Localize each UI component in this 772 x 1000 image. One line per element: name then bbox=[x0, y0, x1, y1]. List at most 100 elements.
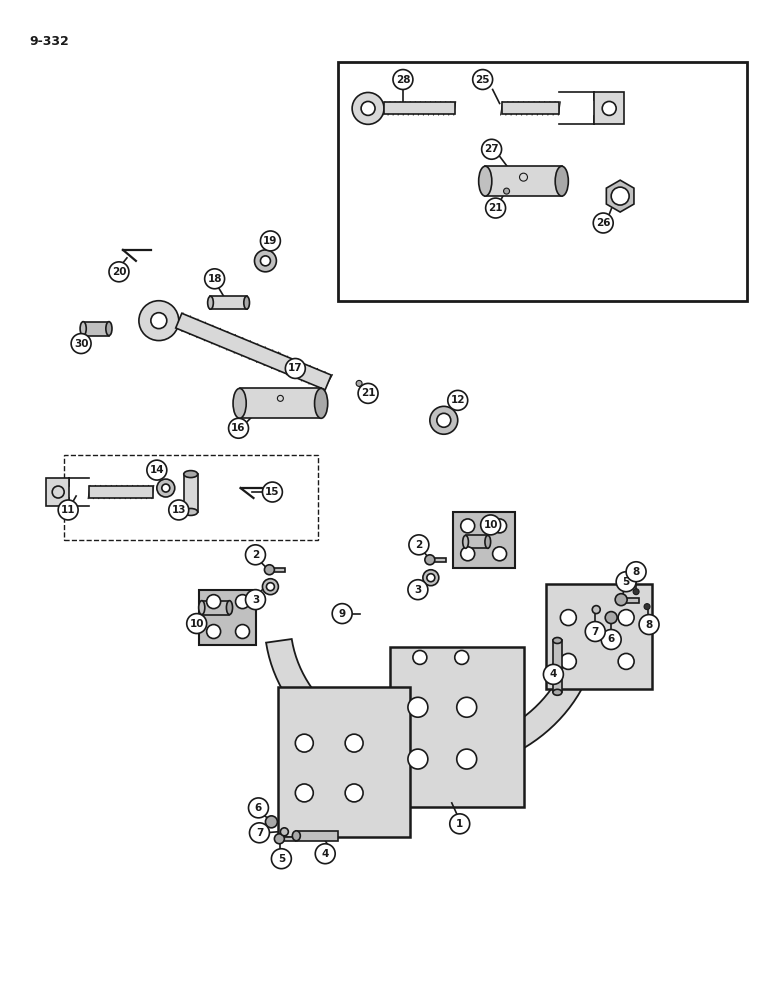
Circle shape bbox=[408, 580, 428, 600]
Circle shape bbox=[345, 734, 363, 752]
Circle shape bbox=[448, 390, 468, 410]
Text: 20: 20 bbox=[112, 267, 126, 277]
Polygon shape bbox=[606, 180, 634, 212]
Circle shape bbox=[481, 515, 500, 535]
Circle shape bbox=[605, 612, 617, 624]
Circle shape bbox=[265, 565, 274, 575]
Text: 15: 15 bbox=[265, 487, 279, 497]
Bar bbox=[211, 296, 246, 309]
Text: 2: 2 bbox=[252, 550, 259, 560]
Circle shape bbox=[147, 460, 167, 480]
Bar bbox=[184, 474, 198, 512]
Text: 30: 30 bbox=[74, 339, 88, 349]
Circle shape bbox=[602, 101, 616, 115]
Ellipse shape bbox=[462, 535, 469, 548]
Text: 19: 19 bbox=[263, 236, 278, 246]
Circle shape bbox=[593, 213, 613, 233]
Circle shape bbox=[207, 595, 221, 609]
Circle shape bbox=[139, 301, 179, 341]
Circle shape bbox=[260, 256, 270, 266]
Circle shape bbox=[315, 844, 335, 864]
Bar bbox=[621, 598, 639, 603]
Circle shape bbox=[437, 413, 451, 427]
Ellipse shape bbox=[479, 166, 492, 196]
Text: 25: 25 bbox=[476, 75, 490, 85]
Bar bbox=[46, 478, 69, 506]
Polygon shape bbox=[89, 486, 153, 498]
Circle shape bbox=[358, 383, 378, 403]
Text: 6: 6 bbox=[255, 803, 262, 813]
Text: 5: 5 bbox=[622, 577, 630, 587]
Bar bbox=[239, 388, 321, 418]
Text: 13: 13 bbox=[171, 505, 186, 515]
Text: 8: 8 bbox=[645, 620, 652, 630]
Circle shape bbox=[486, 198, 506, 218]
Circle shape bbox=[626, 562, 646, 582]
Circle shape bbox=[332, 604, 352, 624]
Ellipse shape bbox=[553, 689, 562, 695]
Circle shape bbox=[255, 250, 276, 272]
Bar bbox=[547, 584, 652, 689]
Circle shape bbox=[461, 519, 475, 533]
Bar bbox=[452, 512, 514, 568]
Bar bbox=[554, 640, 562, 692]
Circle shape bbox=[187, 614, 207, 634]
Text: 9: 9 bbox=[339, 609, 346, 619]
Circle shape bbox=[503, 188, 510, 194]
Text: 16: 16 bbox=[232, 423, 245, 433]
Bar bbox=[296, 831, 338, 841]
Circle shape bbox=[162, 484, 170, 492]
Circle shape bbox=[430, 406, 458, 434]
Text: 6: 6 bbox=[608, 634, 615, 644]
Circle shape bbox=[427, 574, 435, 582]
Ellipse shape bbox=[244, 296, 249, 309]
Circle shape bbox=[493, 547, 506, 561]
Text: 9-332: 9-332 bbox=[29, 35, 69, 48]
Circle shape bbox=[633, 589, 639, 595]
Circle shape bbox=[618, 610, 634, 626]
Circle shape bbox=[272, 849, 291, 869]
Circle shape bbox=[361, 101, 375, 115]
Circle shape bbox=[618, 653, 634, 669]
Text: 10: 10 bbox=[189, 619, 204, 629]
Circle shape bbox=[461, 547, 475, 561]
Text: 7: 7 bbox=[256, 828, 263, 838]
Ellipse shape bbox=[198, 601, 205, 615]
Ellipse shape bbox=[106, 322, 112, 336]
Circle shape bbox=[455, 650, 469, 664]
Ellipse shape bbox=[233, 388, 246, 418]
Bar bbox=[279, 687, 410, 837]
Circle shape bbox=[611, 187, 629, 205]
Text: 18: 18 bbox=[208, 274, 222, 284]
Polygon shape bbox=[266, 639, 597, 773]
Circle shape bbox=[249, 823, 269, 843]
Bar bbox=[486, 166, 562, 196]
Text: 14: 14 bbox=[150, 465, 164, 475]
Circle shape bbox=[457, 749, 476, 769]
Text: 1: 1 bbox=[456, 819, 463, 829]
Circle shape bbox=[408, 749, 428, 769]
Circle shape bbox=[58, 500, 78, 520]
Circle shape bbox=[472, 70, 493, 89]
Bar bbox=[338, 62, 747, 301]
Circle shape bbox=[249, 798, 269, 818]
Circle shape bbox=[296, 734, 313, 752]
Circle shape bbox=[457, 697, 476, 717]
Bar bbox=[390, 647, 524, 807]
Circle shape bbox=[266, 816, 277, 828]
Text: 5: 5 bbox=[278, 854, 285, 864]
Circle shape bbox=[235, 595, 249, 609]
Text: 2: 2 bbox=[415, 540, 422, 550]
Text: 21: 21 bbox=[489, 203, 503, 213]
Bar bbox=[83, 322, 109, 336]
Circle shape bbox=[493, 519, 506, 533]
Circle shape bbox=[601, 630, 621, 649]
Circle shape bbox=[235, 625, 249, 638]
Circle shape bbox=[205, 269, 225, 289]
Circle shape bbox=[482, 139, 502, 159]
Ellipse shape bbox=[314, 388, 327, 418]
Circle shape bbox=[413, 650, 427, 664]
Text: 27: 27 bbox=[484, 144, 499, 154]
Circle shape bbox=[615, 594, 627, 606]
Bar bbox=[269, 568, 286, 572]
